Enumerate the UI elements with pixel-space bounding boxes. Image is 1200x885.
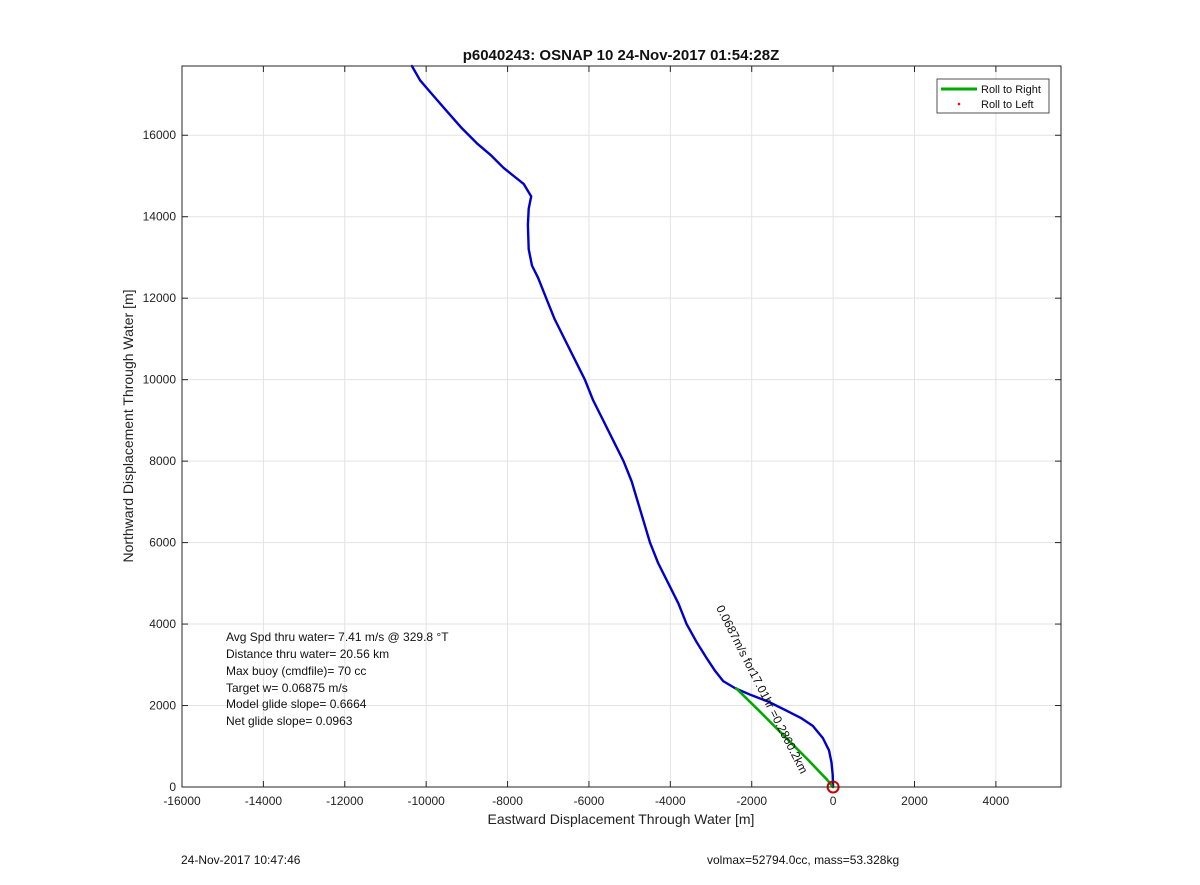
plot-background	[182, 66, 1061, 787]
stat-distance: Distance thru water= 20.56 km	[226, 647, 389, 661]
stat-net-glide-slope: Net glide slope= 0.0963	[226, 714, 353, 728]
x-tick-label: 4000	[983, 794, 1010, 808]
plot-frame	[181, 65, 1062, 788]
series-layer	[410, 64, 835, 789]
stats-block: Avg Spd thru water= 7.41 m/s @ 329.8 °T …	[226, 630, 449, 728]
stat-max-buoy: Max buoy (cmdfile)= 70 cc	[226, 664, 366, 678]
x-tick-label: 0	[830, 794, 837, 808]
y-tick-label: 12000	[143, 291, 177, 305]
y-axis-label: Northward Displacement Through Water [m]	[120, 289, 136, 562]
chart-title: p6040243: OSNAP 10 24-Nov-2017 01:54:28Z	[463, 47, 780, 64]
stat-avg-speed: Avg Spd thru water= 7.41 m/s @ 329.8 °T	[226, 630, 449, 644]
x-axis-ticks: -16000 -14000 -12000 -10000 -8000 -6000 -4000 -…	[163, 66, 1010, 808]
x-tick-label: -2000	[736, 794, 767, 808]
stat-model-glide-slope: Model glide slope= 0.6664	[226, 697, 367, 711]
legend-box	[936, 78, 1050, 114]
plot-area	[181, 64, 1062, 794]
grid-vertical-lines	[181, 66, 997, 787]
x-tick-label: -14000	[245, 794, 283, 808]
x-tick-label: -12000	[326, 794, 364, 808]
y-tick-label: 0	[169, 780, 176, 794]
footer-timestamp: 24-Nov-2017 10:47:46	[181, 853, 301, 867]
legend-label-roll-right: Roll to Right	[981, 84, 1041, 96]
footer-volume-mass: volmax=52794.0cc, mass=53.328kg	[707, 853, 899, 867]
y-tick-label: 4000	[149, 617, 176, 631]
x-tick-label: -4000	[655, 794, 686, 808]
y-tick-label: 8000	[149, 454, 176, 468]
y-tick-label: 6000	[149, 536, 176, 550]
x-axis-label: Eastward Displacement Through Water [m]	[488, 811, 755, 827]
glide-segment-line	[734, 687, 835, 789]
y-tick-label: 2000	[149, 699, 176, 713]
legend-swatch-roll-left	[957, 102, 961, 106]
y-axis-ticks: 0 2000 4000 6000 8000 10000 12000 14000 16000	[143, 128, 1061, 794]
x-tick-label: -6000	[574, 794, 605, 808]
x-tick-label: 2000	[901, 794, 928, 808]
stat-target-w: Target w= 0.06875 m/s	[226, 681, 348, 695]
legend-label-roll-left: Roll to Left	[981, 99, 1034, 111]
y-tick-label: 10000	[143, 373, 177, 387]
x-tick-label: -16000	[163, 794, 201, 808]
legend: Roll to Right Roll to Left	[936, 78, 1050, 114]
y-tick-label: 16000	[143, 128, 177, 142]
track-line-dive	[410, 64, 835, 789]
x-tick-label: -8000	[492, 794, 523, 808]
y-tick-label: 14000	[143, 210, 177, 224]
x-tick-label: -10000	[407, 794, 445, 808]
